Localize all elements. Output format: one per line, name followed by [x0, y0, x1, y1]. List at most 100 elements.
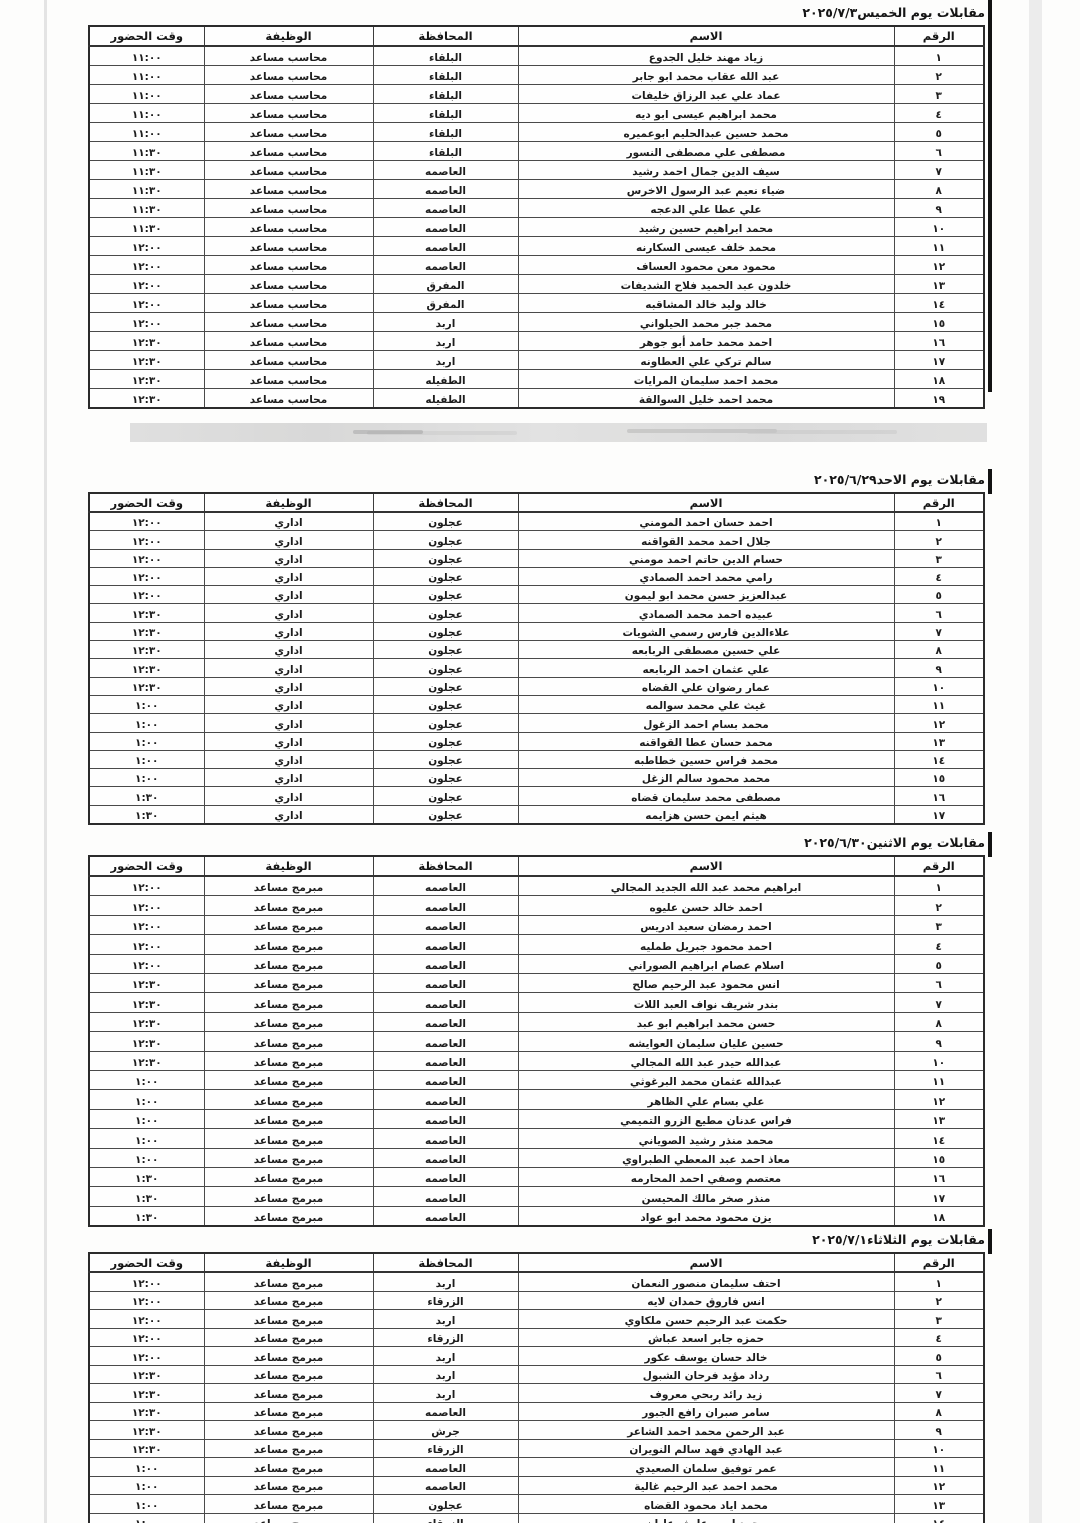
- cell-governorate: العاصمه: [372, 198, 519, 218]
- table-row: ٧ علاءالدين فارس رسمي الشويات عجلون اداري ١٢…: [88, 621, 985, 642]
- cell-attendance-time: ١١:٣٠: [88, 217, 205, 237]
- cell-attendance-time: ١:٣٠: [88, 786, 205, 806]
- cell-number: ٨: [893, 640, 985, 660]
- cell-job-title: اداري: [203, 640, 374, 660]
- cell-job-title: اداري: [203, 621, 374, 642]
- col-header-name: الاسم: [517, 25, 895, 47]
- cell-governorate: الزرقاء: [372, 1290, 519, 1311]
- cell-job-title: مبرمج مساعد: [203, 875, 374, 897]
- table-row: ٥ عبدالعزيز حسن محمد ابو ليمون عجلون اداري ١…: [88, 585, 985, 605]
- cell-job-title: مبرمج مساعد: [203, 1089, 374, 1110]
- cell-attendance-time: ١:٠٠: [88, 694, 205, 715]
- table-row: ١٥ محمد جبر محمد الحيلواني اربد محاسب مساعد…: [88, 312, 985, 332]
- cell-name: محمد احمد خليل السوالقة: [517, 388, 895, 409]
- cell-job-title: مبرمج مساعد: [203, 895, 374, 916]
- table-row: ٥ خالد حسان يوسف عكور اربد مبرمج مساعد ١٢:٠٠: [88, 1346, 985, 1366]
- cell-number: ١١: [893, 1457, 985, 1477]
- cell-attendance-time: ١٢:٠٠: [88, 1271, 205, 1292]
- cell-job-title: محاسب مساعد: [203, 350, 374, 370]
- cell-name: جلال احمد محمد القواقنه: [517, 530, 895, 550]
- cell-governorate: العاصمه: [372, 1205, 519, 1227]
- cell-number: ١٦: [893, 786, 985, 806]
- cell-name: خالد وليد خالد المشاقبه: [517, 293, 895, 313]
- cell-governorate: البلقاء: [372, 84, 519, 104]
- cell-attendance-time: ١٢:٠٠: [88, 875, 205, 897]
- cell-attendance-time: ١:٠٠: [88, 1512, 205, 1523]
- cell-job-title: محاسب مساعد: [203, 160, 374, 180]
- cell-number: ١٠: [893, 1050, 985, 1071]
- cell-number: ١٢: [893, 1475, 985, 1496]
- cell-governorate: جرش: [372, 1420, 519, 1440]
- col-header-number: الرقم: [893, 855, 985, 878]
- cell-name: زياد مهند خليل الجدوع: [517, 45, 895, 66]
- cell-attendance-time: ١٢:٣٠: [88, 603, 205, 623]
- col-header-name: الاسم: [517, 855, 895, 878]
- cell-governorate: عجلون: [372, 658, 519, 678]
- table-row: ٨ سامر صبران رافع الجبور العاصمه مبرمج مساع…: [88, 1401, 985, 1422]
- cell-name: محمد جبر محمد الحيلواني: [517, 312, 895, 332]
- cell-job-title: مبرمج مساعد: [203, 953, 374, 975]
- cell-job-title: محاسب مساعد: [203, 141, 374, 161]
- cell-name: علاءالدين فارس رسمي الشويات: [517, 621, 895, 642]
- cell-name: احمد محمد حامد أبو جوهر: [517, 331, 895, 351]
- cell-governorate: عجلون: [372, 768, 519, 788]
- cell-job-title: مبرمج مساعد: [203, 1147, 374, 1168]
- table-row: ٧ زيد رائد ربحي معروف اربد مبرمج مساعد ١٢:٣٠: [88, 1383, 985, 1403]
- cell-governorate: عجلون: [372, 566, 519, 587]
- cell-job-title: مبرمج مساعد: [203, 1401, 374, 1422]
- cell-name: عمر توفيق سلمان الصعيدي: [517, 1457, 895, 1477]
- cell-attendance-time: ١٢:٣٠: [88, 676, 205, 696]
- cell-number: ١: [893, 45, 985, 66]
- col-header-job-title: الوظيفة: [203, 1252, 374, 1274]
- cell-job-title: اداري: [203, 804, 374, 825]
- cell-number: ١٠: [893, 676, 985, 696]
- cell-name: محمد فراس حسين خطاطبه: [517, 749, 895, 770]
- cell-governorate: العاصمه: [372, 236, 519, 256]
- cell-name: عماد علي عبد الرزاق خليفات: [517, 84, 895, 104]
- cell-governorate: البلقاء: [372, 122, 519, 142]
- cell-attendance-time: ١:٠٠: [88, 731, 205, 751]
- interview-day-section: مقابلات يوم الخميس٢٠٢٥/٧/٣ الرقم الاسم الم…: [88, 0, 992, 409]
- cell-attendance-time: ١٢:٠٠: [88, 255, 205, 275]
- cell-governorate: عجلون: [372, 603, 519, 623]
- cell-governorate: العاصمه: [372, 1089, 519, 1110]
- cell-number: ١١: [893, 236, 985, 256]
- cell-name: محمد ابراهيم عيسى ابو ديه: [517, 103, 895, 123]
- cell-name: عبد الرحمن محمد احمد الشاعر: [517, 1420, 895, 1440]
- cell-governorate: عجلون: [372, 511, 519, 532]
- cell-job-title: اداري: [203, 713, 374, 733]
- cell-governorate: البلقاء: [372, 103, 519, 123]
- table-row: ١٣ محمد اياد محمود القضاه عجلون مبرمج مساعد…: [88, 1494, 985, 1514]
- cell-governorate: العاصمه: [372, 1069, 519, 1091]
- cell-attendance-time: ١١:٣٠: [88, 141, 205, 161]
- cell-attendance-time: ١٢:٣٠: [88, 388, 205, 409]
- cell-governorate: العاصمه: [372, 1457, 519, 1477]
- table-row: ١١ عمر توفيق سلمان الصعيدي العاصمه مبرمج مس…: [88, 1457, 985, 1477]
- cell-name: انس فاروق حمدان لايه: [517, 1290, 895, 1311]
- col-header-governorate: المحافظة: [372, 25, 519, 47]
- table-row: ١٥ محمد محمود سالم الزغل عجلون اداري ١:٠٠: [88, 768, 985, 788]
- cell-attendance-time: ١:٠٠: [88, 1128, 205, 1149]
- cell-number: ٤: [893, 103, 985, 123]
- table-row: ١٨ محمد احمد سليمان المرايات الطفيله محاسب …: [88, 369, 985, 389]
- table-row: ١ احتف سليمان منصور النعمان اربد مبرمج مساع…: [88, 1271, 985, 1292]
- cell-governorate: عجلون: [372, 786, 519, 806]
- cell-job-title: اداري: [203, 658, 374, 678]
- cell-attendance-time: ١٢:٣٠: [88, 621, 205, 642]
- cell-attendance-time: ١٢:٣٠: [88, 1364, 205, 1385]
- col-header-number: الرقم: [893, 1252, 985, 1274]
- interview-schedule-table: الرقم الاسم المحافظة الوظيفة وقت الحضور ١ احت…: [88, 1252, 985, 1523]
- cell-attendance-time: ١:٠٠: [88, 1147, 205, 1168]
- cell-name: حسام الدين حاتم احمد مومني: [517, 548, 895, 568]
- table-row: ١٤ محمد منذر رشيد الصوياني العاصمه مبرمج مس…: [88, 1128, 985, 1149]
- cell-number: ١٥: [893, 1147, 985, 1168]
- cell-number: ٢: [893, 895, 985, 916]
- cell-number: ١١: [893, 694, 985, 715]
- col-header-governorate: المحافظة: [372, 492, 519, 513]
- table-row: ١٦ معتصم وصفي احمد المحارمه العاصمه مبرمج م…: [88, 1166, 985, 1188]
- cell-number: ٢: [893, 530, 985, 550]
- table-row: ٨ حسن محمد ابراهيم ابو عبد العاصمه مبرمج مس…: [88, 1011, 985, 1033]
- table-row: ١٠ عبد الهادي فهد سالم النويران الزرقاء مبر…: [88, 1438, 985, 1459]
- table-row: ٣ عماد علي عبد الرزاق خليفات البلقاء محاسب …: [88, 84, 985, 104]
